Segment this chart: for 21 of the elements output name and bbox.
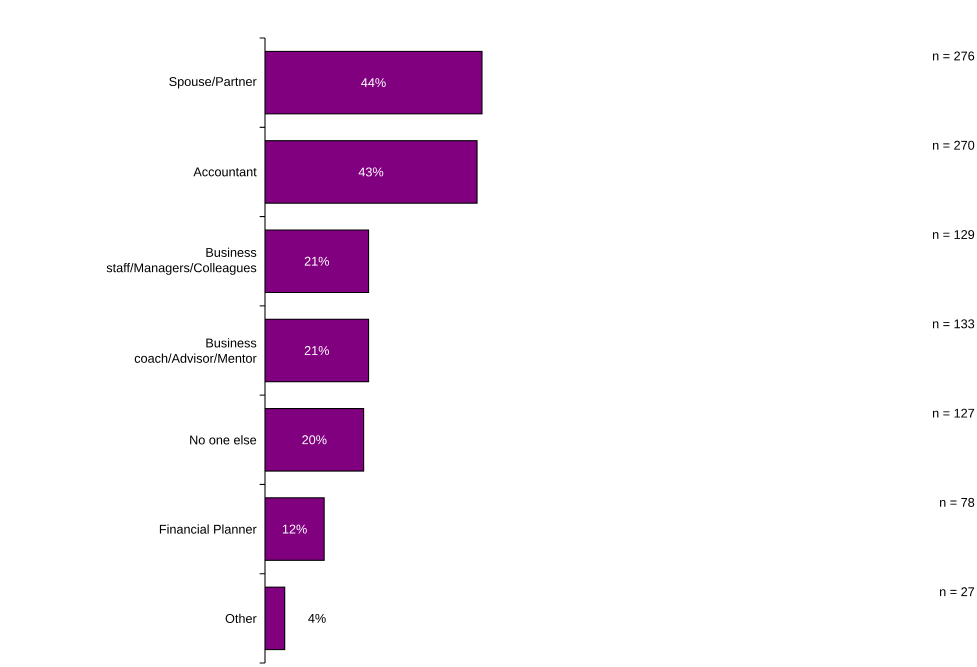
text: n = 78 bbox=[940, 498, 974, 507]
y-tick-label: Accountant bbox=[193, 168, 257, 176]
data-label: 21% bbox=[304, 346, 330, 355]
data-label: 21% bbox=[304, 256, 330, 266]
y-tick-label: Other bbox=[226, 614, 257, 624]
y-tick-label: Spouse/Partner bbox=[169, 76, 257, 89]
data-label: 20% bbox=[302, 435, 327, 444]
y-tick-label: No one else bbox=[190, 435, 256, 444]
data-label: 12% bbox=[282, 524, 307, 534]
y-tick-label: Business coach/Advisor/Mentor bbox=[134, 338, 257, 363]
y-tick-label: Business staff/Managers/Colleagues bbox=[106, 248, 256, 275]
text: n = 133 bbox=[932, 319, 974, 328]
data-label: 4% bbox=[308, 614, 326, 623]
y-tick-label: Financial Planner bbox=[160, 524, 256, 534]
text: n = 27 bbox=[940, 587, 974, 596]
data-label: 43% bbox=[358, 167, 384, 176]
text: n = 127 bbox=[932, 408, 974, 418]
text: n = 270 bbox=[932, 140, 974, 150]
text: n = 129 bbox=[932, 230, 974, 240]
data-label: 44% bbox=[361, 78, 386, 88]
text: n = 276 bbox=[932, 52, 974, 60]
